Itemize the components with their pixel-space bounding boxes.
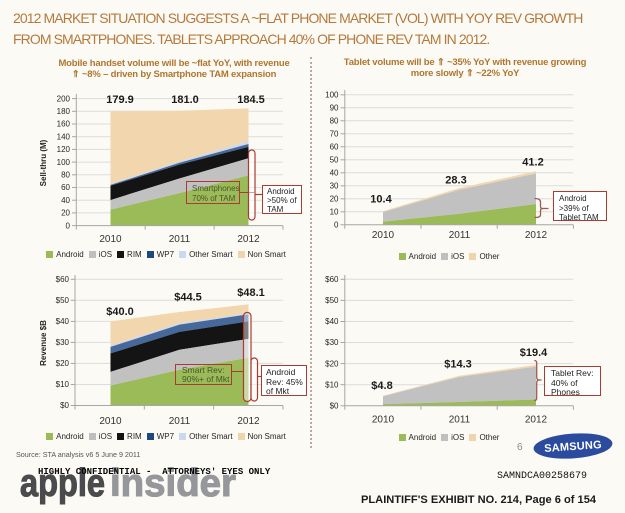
- svg-text:41.2: 41.2: [522, 157, 543, 169]
- svg-text:40: 40: [330, 169, 339, 178]
- svg-text:$48.1: $48.1: [237, 287, 265, 299]
- svg-text:140: 140: [57, 132, 71, 141]
- svg-text:160: 160: [57, 120, 71, 129]
- svg-text:20: 20: [61, 209, 70, 218]
- svg-text:200: 200: [57, 94, 71, 103]
- svg-text:2011: 2011: [449, 415, 471, 426]
- svg-text:2010: 2010: [372, 415, 395, 426]
- svg-text:2011: 2011: [169, 416, 191, 427]
- svg-text:179.9: 179.9: [106, 94, 134, 106]
- svg-text:80: 80: [61, 171, 70, 180]
- svg-text:$0: $0: [330, 402, 339, 411]
- svg-text:$30: $30: [325, 338, 339, 347]
- svg-text:$10: $10: [325, 380, 339, 389]
- svg-text:184.5: 184.5: [237, 94, 265, 106]
- svg-text:2012: 2012: [525, 230, 548, 241]
- svg-text:Revenue $B: Revenue $B: [39, 320, 48, 366]
- svg-text:90: 90: [330, 104, 339, 113]
- svg-text:2010: 2010: [372, 230, 395, 241]
- svg-text:$40: $40: [56, 317, 70, 326]
- svg-text:30: 30: [330, 182, 339, 191]
- svg-text:2012: 2012: [525, 415, 548, 426]
- svg-text:50: 50: [330, 156, 339, 165]
- svg-text:181.0: 181.0: [171, 94, 199, 106]
- svg-text:0: 0: [66, 221, 71, 230]
- svg-text:100: 100: [325, 91, 339, 100]
- svg-text:$60: $60: [56, 275, 70, 284]
- svg-text:120: 120: [57, 145, 71, 154]
- svg-text:$60: $60: [325, 275, 339, 284]
- svg-text:$30: $30: [56, 338, 70, 347]
- svg-text:$14.3: $14.3: [444, 359, 472, 371]
- svg-text:60: 60: [330, 143, 339, 152]
- svg-text:2010: 2010: [99, 416, 122, 427]
- svg-text:$19.4: $19.4: [520, 347, 548, 359]
- svg-text:SAMSUNG: SAMSUNG: [544, 439, 602, 455]
- svg-text:2012: 2012: [237, 234, 260, 245]
- svg-text:$20: $20: [325, 359, 339, 368]
- svg-text:2011: 2011: [449, 230, 471, 241]
- svg-text:insider: insider: [110, 462, 236, 505]
- svg-text:180: 180: [57, 107, 71, 116]
- svg-text:apple: apple: [20, 462, 105, 505]
- svg-text:$0: $0: [60, 401, 69, 410]
- svg-text:60: 60: [61, 183, 70, 192]
- svg-text:28.3: 28.3: [445, 175, 466, 187]
- svg-text:2010: 2010: [99, 234, 122, 245]
- svg-text:$40.0: $40.0: [106, 306, 134, 318]
- svg-text:2011: 2011: [169, 234, 191, 245]
- svg-text:$10: $10: [56, 380, 70, 389]
- svg-text:$50: $50: [56, 296, 70, 305]
- svg-text:100: 100: [57, 158, 71, 167]
- svg-text:$44.5: $44.5: [174, 292, 202, 304]
- svg-text:2012: 2012: [237, 416, 260, 427]
- svg-text:70: 70: [330, 130, 339, 139]
- svg-text:Sell-thru (M): Sell-thru (M): [39, 139, 48, 186]
- svg-text:80: 80: [330, 117, 339, 126]
- svg-text:$4.8: $4.8: [371, 380, 392, 392]
- svg-text:$40: $40: [325, 317, 339, 326]
- svg-text:10: 10: [330, 208, 339, 217]
- svg-text:40: 40: [61, 196, 70, 205]
- svg-text:$20: $20: [56, 359, 70, 368]
- svg-text:0: 0: [334, 221, 339, 230]
- svg-text:20: 20: [330, 195, 339, 204]
- svg-text:$50: $50: [325, 296, 339, 305]
- svg-text:10.4: 10.4: [370, 194, 392, 206]
